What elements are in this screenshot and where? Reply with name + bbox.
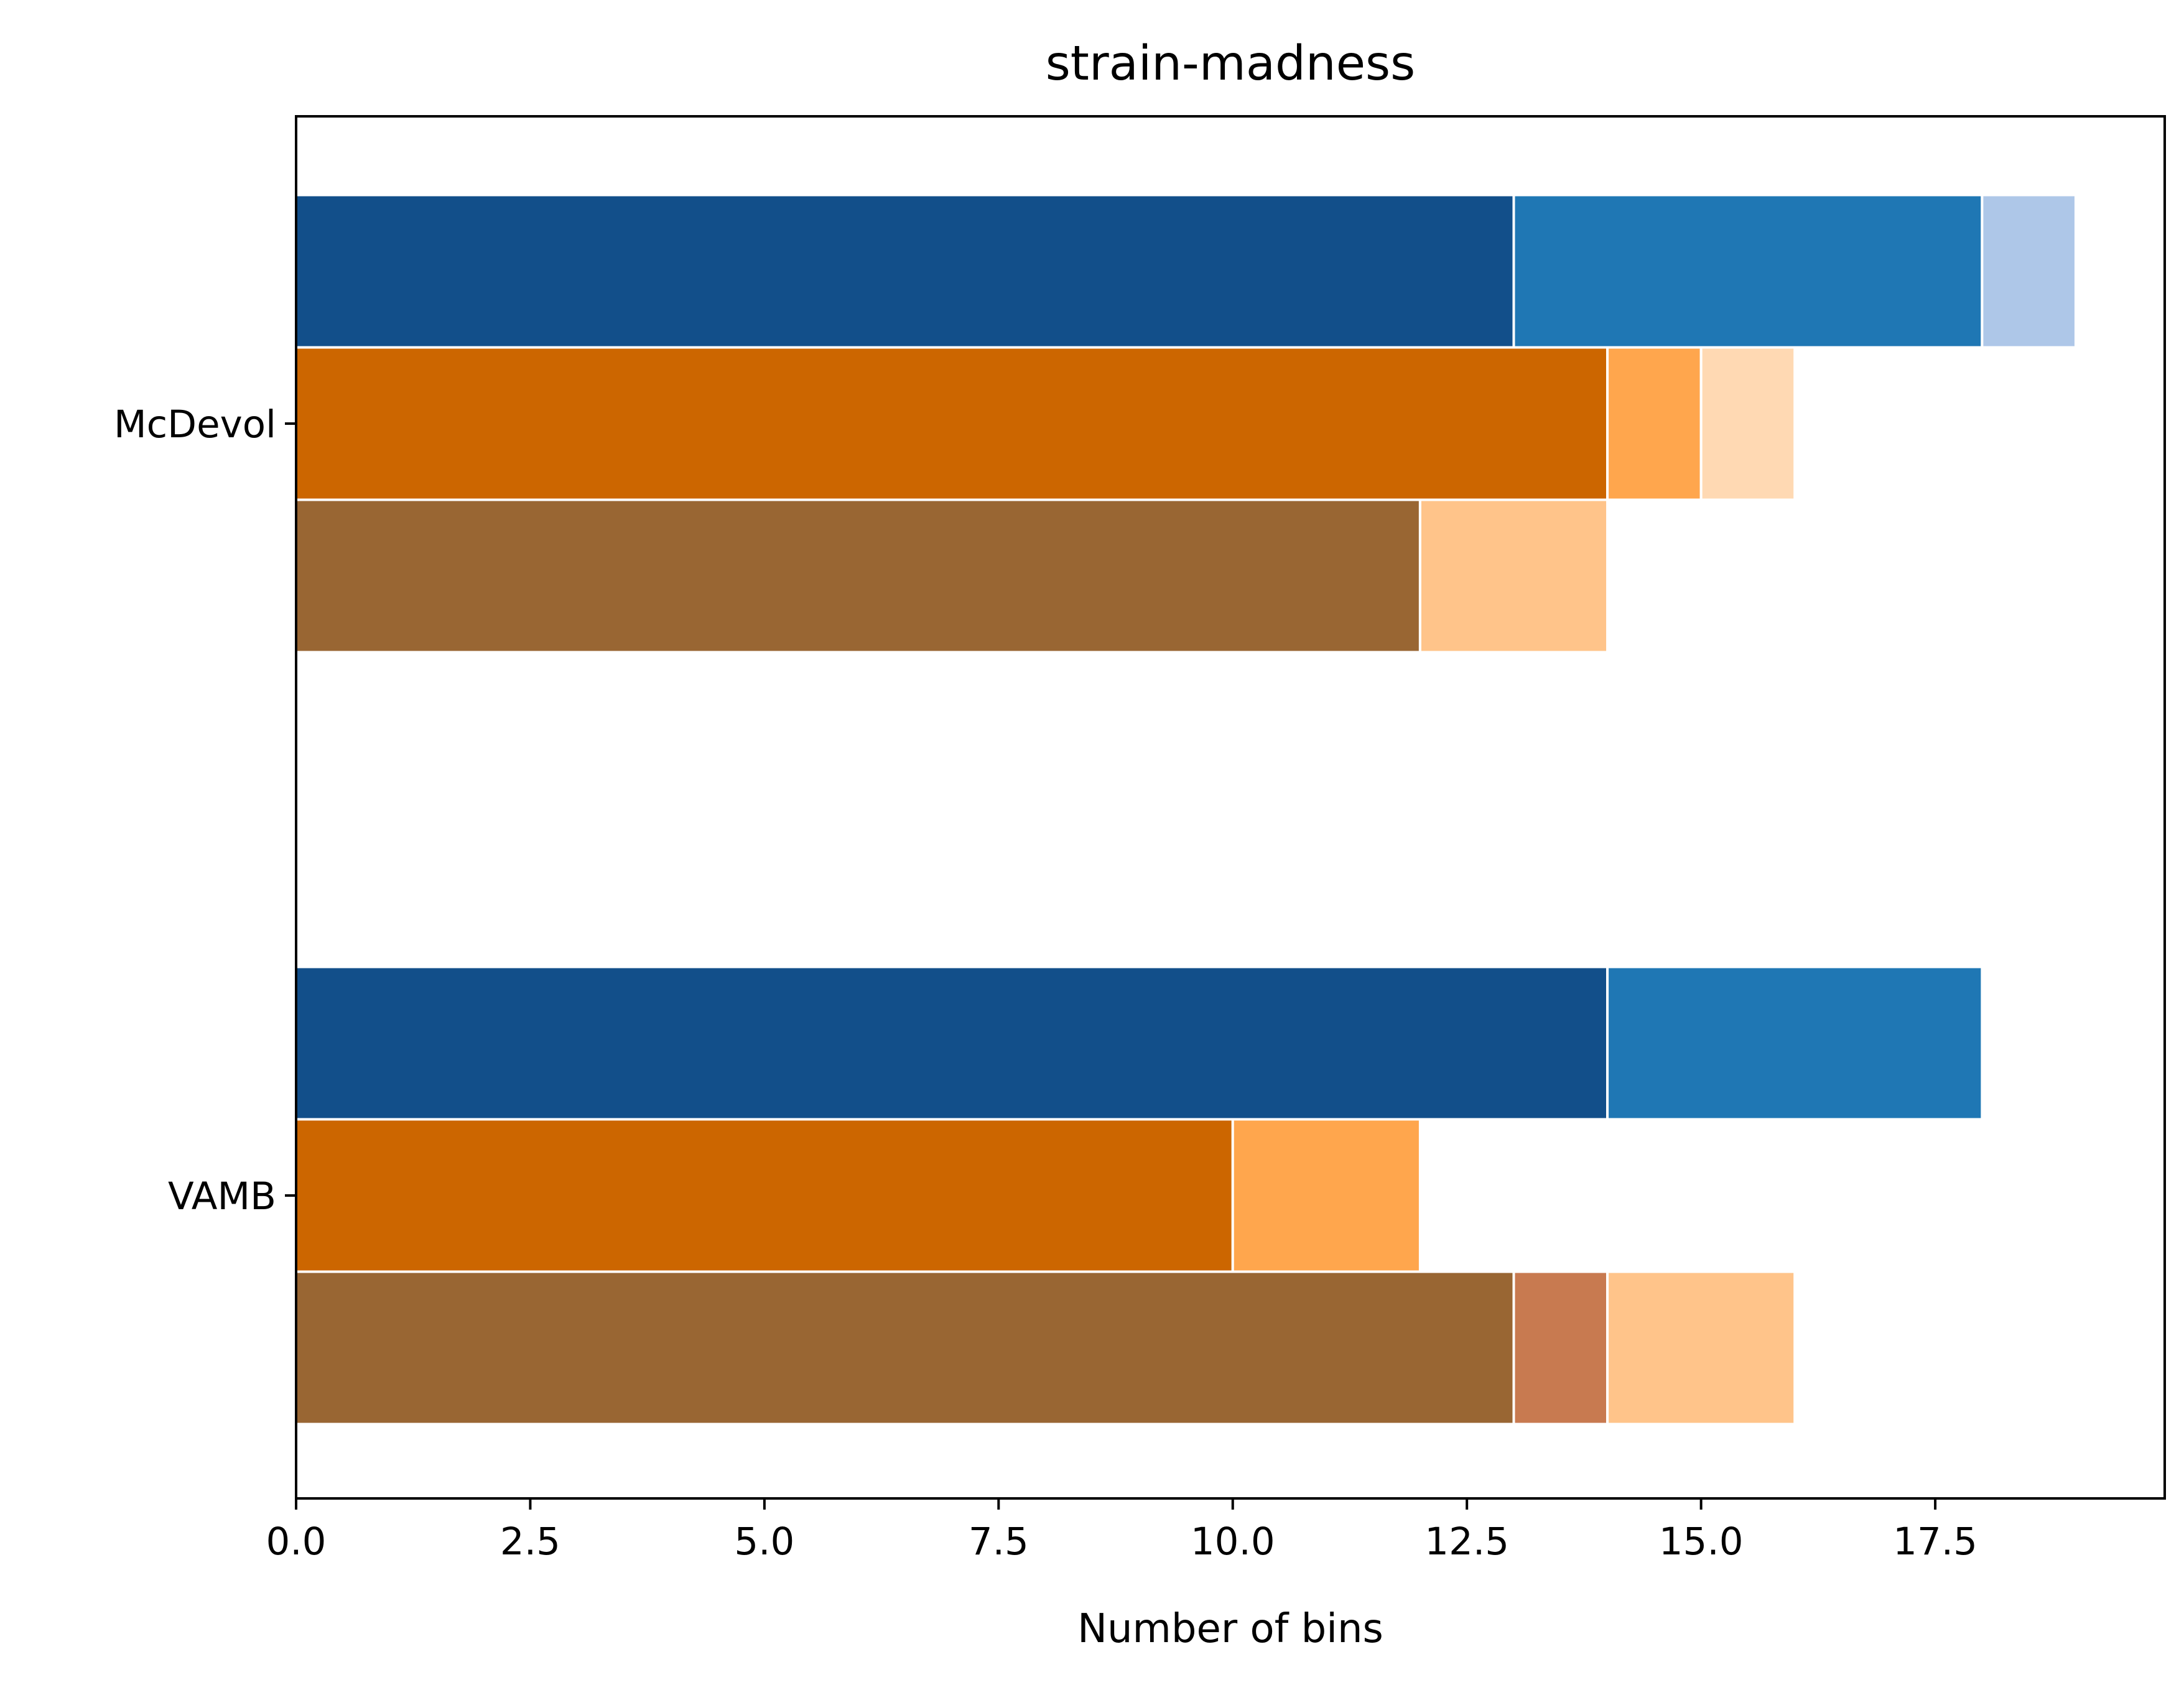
x-tick-label: 5.0 — [734, 1520, 794, 1564]
bars-layer — [295, 193, 2077, 1426]
bar-segment-vamb-2-1 — [1512, 1270, 1609, 1426]
plot-frame — [295, 115, 2166, 1500]
bar-segment-mcdevol-0-1 — [1512, 193, 1984, 349]
x-axis: 0.0 2.5 5.0 7.5 10.0 12.5 15.0 17.5 — [266, 1498, 1977, 1564]
y-tick-label-mcdevol: McDevol — [114, 402, 276, 447]
bar-segment-vamb-0-1 — [1606, 965, 1984, 1121]
x-axis-label: Number of bins — [1077, 1606, 1383, 1652]
bar-segment-mcdevol-0-0 — [295, 193, 1515, 349]
bar-segment-vamb-2-0 — [295, 1270, 1515, 1426]
x-tick-label: 7.5 — [969, 1520, 1029, 1564]
x-tick-label: 12.5 — [1424, 1520, 1509, 1564]
bar-segment-vamb-1-0 — [295, 1118, 1234, 1273]
x-tick-label: 15.0 — [1659, 1520, 1744, 1564]
y-axis: McDevol VAMB — [114, 402, 296, 1219]
bar-segment-vamb-2-2 — [1606, 1270, 1796, 1426]
bar-segment-mcdevol-2-1 — [1418, 498, 1609, 654]
x-tick-label: 0.0 — [266, 1520, 326, 1564]
x-tick-label: 10.0 — [1191, 1520, 1275, 1564]
bar-segment-mcdevol-1-2 — [1699, 346, 1796, 501]
bar-segment-mcdevol-0-2 — [1981, 193, 2077, 349]
bar-segment-mcdevol-2-0 — [295, 498, 1421, 654]
bar-segment-mcdevol-1-0 — [295, 346, 1609, 501]
y-tick-label-vamb: VAMB — [168, 1174, 276, 1219]
bar-segment-vamb-1-1 — [1231, 1118, 1421, 1273]
x-tick-label: 2.5 — [500, 1520, 560, 1564]
chart-title: strain-madness — [1046, 36, 1416, 91]
bar-segment-vamb-0-0 — [295, 965, 1609, 1121]
x-tick-label: 17.5 — [1893, 1520, 1977, 1564]
bar-segment-mcdevol-1-1 — [1606, 346, 1703, 501]
